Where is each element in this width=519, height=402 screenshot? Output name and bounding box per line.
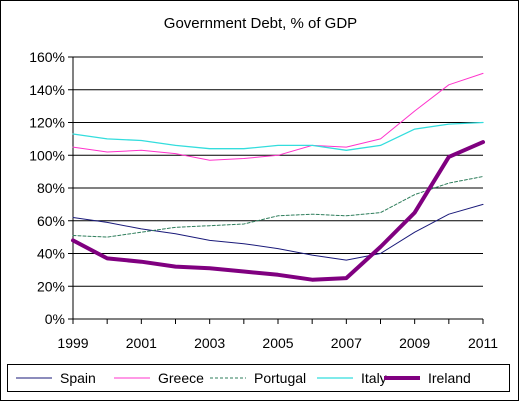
series-line-ireland [71,140,485,282]
legend-label: Italy [361,370,387,386]
legend-item-portugal: Portugal [208,365,306,391]
chart-title: Government Debt, % of GDP [163,15,358,32]
legend-swatch [317,377,353,379]
y-tick-labels: 0% 20% 40% 60% 80% 100% 120% 140% 160% [29,49,65,327]
x-tick-labels: 1999 2001 2003 2005 2007 2009 2011 [57,335,498,351]
x-tick-label: 2011 [468,335,498,351]
x-tick-label: 2003 [194,335,225,351]
grid-lines [73,56,483,287]
chart-legend: Spain Greece Portugal Italy Ireland [7,364,510,392]
x-tick-label: 2001 [126,335,157,351]
series-line-greece [72,72,484,161]
legend-swatch [210,377,246,379]
y-tick-label: 40% [37,246,65,262]
legend-label: Ireland [428,370,471,386]
y-tick-label: 100% [29,147,65,163]
legend-label: Greece [158,370,204,386]
legend-item-spain: Spain [14,365,96,391]
series-line-italy [72,121,484,151]
y-tick-label: 20% [37,278,65,294]
series-line-portugal [72,176,484,238]
y-tick-label: 80% [37,180,65,196]
x-tick-label: 1999 [57,335,88,351]
y-tick-label: 60% [37,213,65,229]
y-tick-label: 120% [29,115,65,131]
x-tick-label: 2005 [262,335,293,351]
legend-item-ireland: Ireland [382,365,471,391]
axes [68,56,484,324]
legend-swatch [384,376,420,380]
legend-label: Spain [60,370,96,386]
legend-swatch [114,377,150,379]
y-tick-label: 160% [29,49,65,65]
legend-item-italy: Italy [315,365,387,391]
y-tick-label: 140% [29,82,65,98]
series-line-spain [72,203,484,261]
legend-item-greece: Greece [112,365,204,391]
x-tick-label: 2007 [331,335,362,351]
x-tick-label: 2009 [399,335,430,351]
y-tick-label: 0% [45,311,65,327]
series-lines [71,72,485,282]
legend-swatch [16,377,52,379]
legend-label: Portugal [254,370,307,386]
